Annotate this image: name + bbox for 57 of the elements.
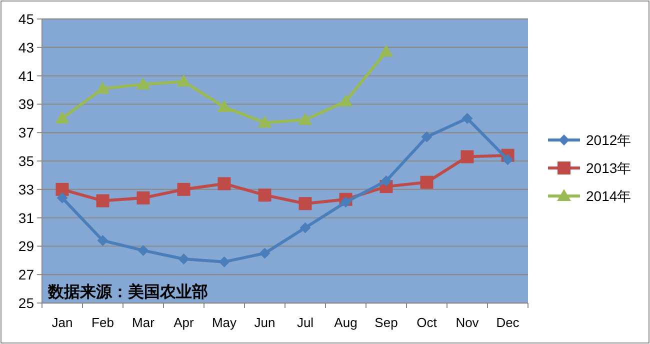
point [420,176,434,189]
y-tick-label: 43 [18,39,34,56]
legend-label: 2012年 [586,132,632,148]
x-tick-label: Nov [456,315,480,330]
x-tick-label: Dec [496,315,520,330]
point [56,192,68,204]
point [96,82,110,94]
point [462,112,473,124]
point [421,131,432,142]
x-tick-label: Mar [132,315,156,330]
point [380,175,392,186]
point [340,196,352,208]
y-tick-label: 31 [18,210,34,226]
x-tick-label: May [212,315,238,330]
y-tick-label: 41 [18,68,34,84]
y-tick-label: 45 [18,11,34,27]
y-tick-label: 25 [18,295,34,311]
point [218,256,230,268]
y-tick-label: 27 [18,266,34,283]
point [178,253,190,264]
legend-label: 2014年 [586,188,632,204]
point [258,188,272,202]
point [300,222,311,234]
point [502,154,514,166]
point [177,182,190,196]
y-tick-label: 35 [18,153,34,169]
x-tick-label: Jan [52,315,73,330]
point [259,248,270,259]
x-tick-label: Jun [254,315,276,330]
point [96,194,110,208]
point [138,244,149,256]
x-tick-label: Aug [334,315,358,330]
point [56,182,69,196]
point [298,197,312,210]
x-tick-label: Sep [374,315,398,330]
point [217,100,232,112]
point [460,150,474,164]
point [55,111,70,124]
annotation: 数据来源：美国农业部 [47,282,208,301]
x-tick-label: Jul [296,315,314,330]
y-tick-label: 33 [18,181,34,198]
point [136,191,150,204]
point [136,77,150,90]
y-tick-label: 37 [18,124,34,141]
x-tick-label: Feb [92,315,114,330]
y-tick-label: 29 [18,238,34,254]
point [258,116,272,128]
point [379,44,394,57]
point [97,235,108,246]
legend-label: 2013年 [586,160,632,176]
point [338,94,353,106]
point [298,112,312,125]
point [218,177,231,190]
x-tick-label: Apr [174,315,195,330]
point [176,74,191,86]
x-tick-label: Oct [416,315,438,330]
y-tick-label: 39 [18,96,34,112]
